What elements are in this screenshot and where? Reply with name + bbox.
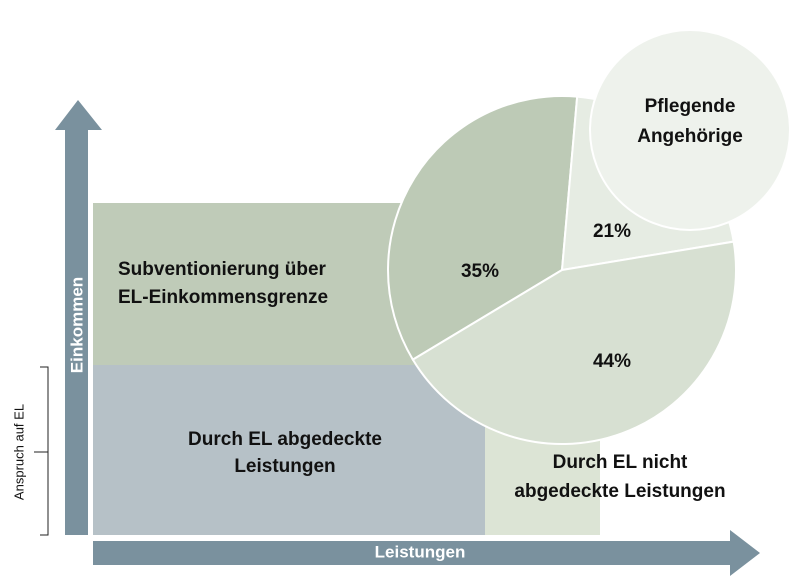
callout-label: Angehörige	[637, 126, 743, 147]
y-axis-label: Einkommen	[67, 277, 86, 373]
pie-label: 21%	[593, 221, 631, 242]
region-label: Leistungen	[234, 456, 335, 477]
y-axis-arrow	[55, 100, 102, 535]
pie-label: 35%	[461, 261, 499, 282]
region-label: Subventionierung über	[118, 259, 327, 280]
bracket	[34, 366, 49, 536]
region-label: abgedeckte Leistungen	[514, 481, 725, 502]
callout-circle	[589, 29, 791, 231]
x-axis-arrow	[93, 530, 760, 576]
subvention-region	[93, 203, 423, 365]
bracket-label: Anspruch auf EL	[11, 404, 26, 500]
region-label: Durch EL nicht	[553, 452, 688, 473]
callout-label: Pflegende	[645, 96, 736, 117]
region-label: EL-Einkommensgrenze	[118, 287, 328, 308]
pie-label: 44%	[593, 351, 631, 372]
x-axis-label: Leistungen	[375, 542, 466, 561]
pie-slice	[387, 95, 579, 361]
pie-slice	[411, 240, 737, 445]
covered-region	[93, 365, 485, 535]
region-label: Durch EL abgedeckte	[188, 429, 382, 450]
